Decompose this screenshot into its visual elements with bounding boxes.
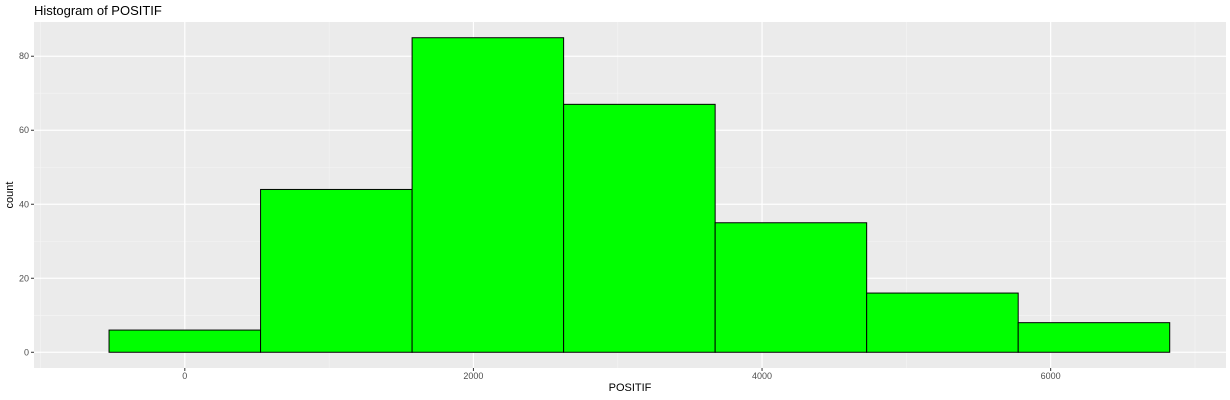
chart-title: Histogram of POSITIF [34,3,162,18]
histogram-bar [714,222,868,353]
histogram-bar [108,329,262,353]
x-axis-title: POSITIF [609,382,652,394]
y-axis: 0 20 40 60 80 [19,51,34,357]
y-tick-label: 40 [19,199,29,209]
y-axis-title: count [4,182,16,209]
y-tick-label: 0 [24,347,29,357]
x-tick-label: 0 [182,371,187,381]
histogram-bar [1017,322,1171,353]
histogram-bar [563,103,716,353]
histogram-bar [260,188,413,353]
y-tick-label: 60 [19,125,29,135]
histogram-bars [108,37,1171,353]
histogram-bar [411,37,565,353]
x-axis: 0 2000 4000 6000 [182,368,1061,381]
y-tick-label: 20 [19,273,29,283]
x-tick-label: 2000 [463,371,483,381]
x-tick-label: 6000 [1041,371,1061,381]
y-tick-label: 80 [19,51,29,61]
x-tick-label: 4000 [752,371,772,381]
histogram-bar [866,292,1019,353]
